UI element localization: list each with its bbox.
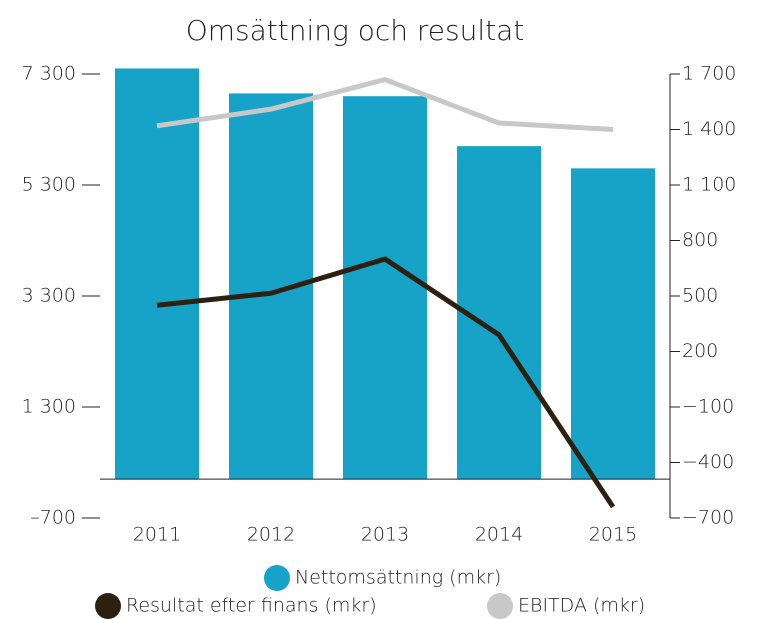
x-tick-label: 2011 xyxy=(133,524,181,546)
y-tick-label: 5 300 xyxy=(22,174,76,196)
bar xyxy=(343,96,427,480)
legend-swatch xyxy=(264,565,290,591)
y2-tick-label: 1 100 xyxy=(682,174,736,196)
x-tick-label: 2015 xyxy=(589,524,637,546)
y-tick-label: 7 300 xyxy=(22,63,76,85)
x-tick-label: 2014 xyxy=(475,524,523,546)
legend-label: Resultat efter finans (mkr) xyxy=(126,595,377,617)
chart-title: Omsättning och resultat xyxy=(186,14,525,47)
y2-tick-label: −400 xyxy=(682,451,734,473)
line xyxy=(156,77,614,132)
bar xyxy=(457,146,541,480)
y2-tick-label: 200 xyxy=(682,340,718,362)
legend-swatch xyxy=(95,593,121,619)
y2-tick-label: −100 xyxy=(682,396,734,418)
line xyxy=(156,256,616,509)
y2-tick-label: 800 xyxy=(682,229,718,251)
y-tick-label: 3 300 xyxy=(22,285,76,307)
y2-tick-label: 1 700 xyxy=(682,63,736,85)
y2-tick-label: 500 xyxy=(682,285,718,307)
y-tick-label: –700 xyxy=(30,507,76,529)
y2-tick-label: 1 400 xyxy=(682,118,736,140)
legend-swatch xyxy=(487,593,513,619)
y2-tick-label: −700 xyxy=(682,507,734,529)
y-tick-label: 1 300 xyxy=(22,396,76,418)
legend-label: Nettomsättning (mkr) xyxy=(295,567,501,589)
bar xyxy=(115,68,199,480)
legend-label: EBITDA (mkr) xyxy=(518,595,645,617)
x-tick-label: 2013 xyxy=(361,524,409,546)
x-tick-label: 2012 xyxy=(247,524,295,546)
bar xyxy=(571,168,655,480)
